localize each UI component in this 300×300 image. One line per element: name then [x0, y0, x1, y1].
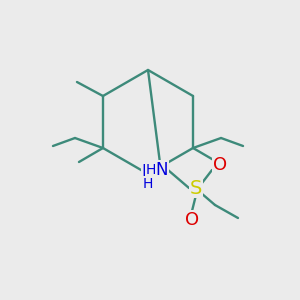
Text: S: S — [190, 178, 202, 197]
Text: N: N — [142, 163, 154, 181]
Text: N: N — [156, 161, 168, 179]
Text: H: H — [146, 163, 156, 177]
Text: O: O — [185, 211, 199, 229]
Text: H: H — [143, 177, 153, 191]
Text: O: O — [213, 156, 227, 174]
